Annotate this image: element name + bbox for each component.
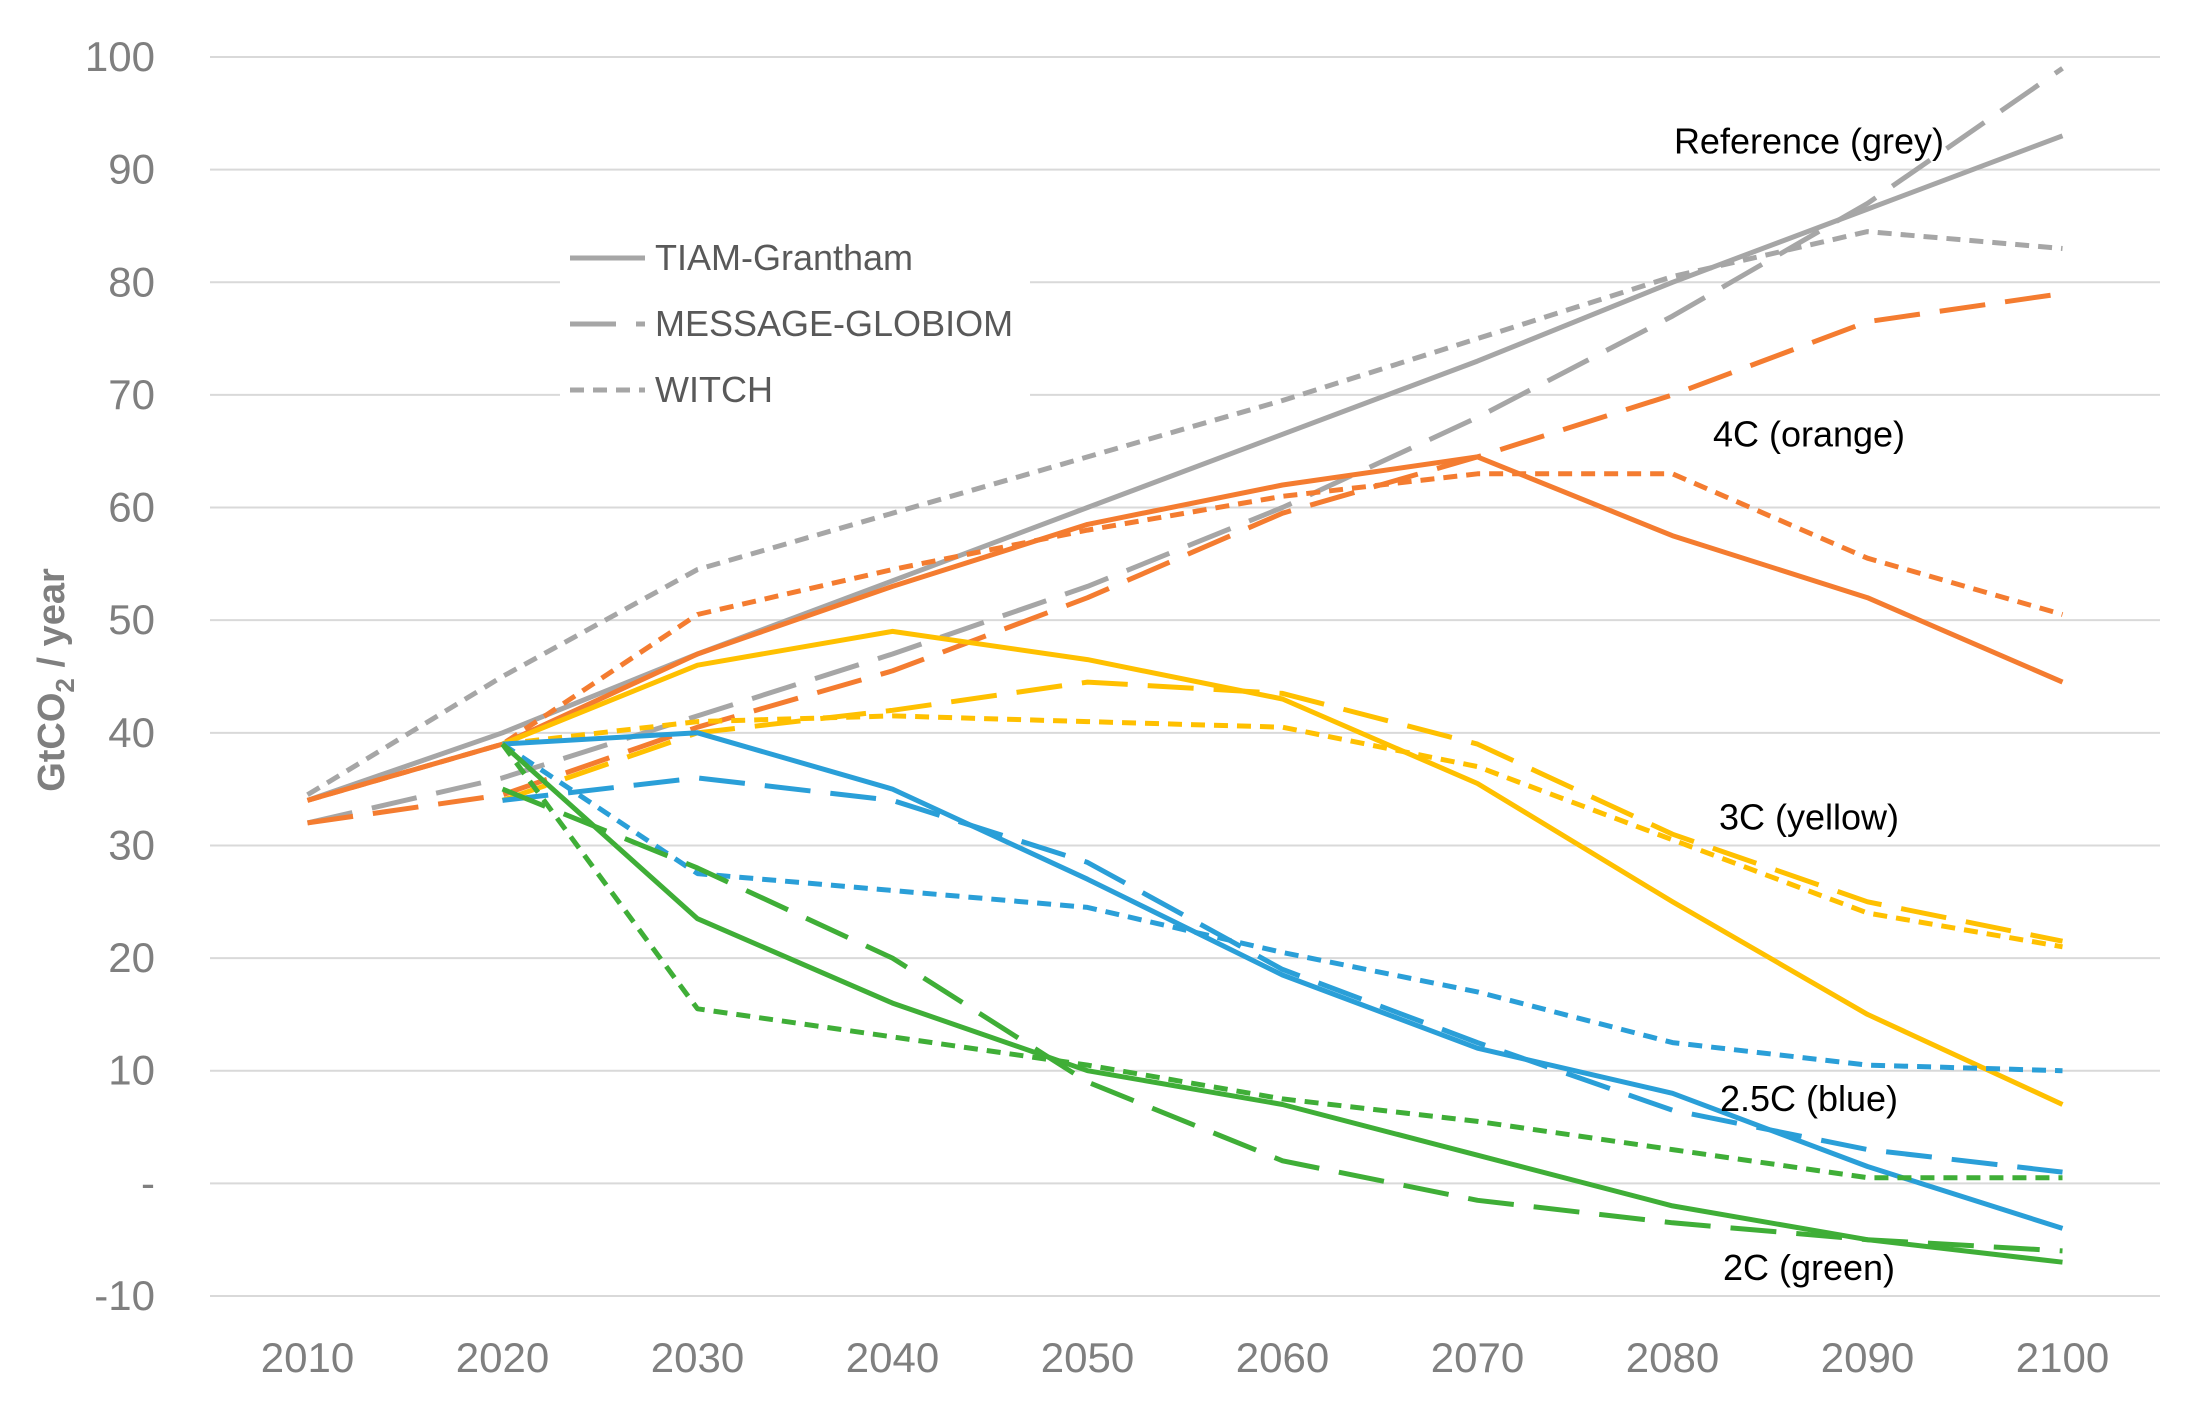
x-tick-label: 2030 [651, 1334, 744, 1381]
scenario-annotation: 4C (orange) [1713, 413, 1905, 454]
y-tick-label: - [141, 1159, 155, 1206]
y-tick-label: 30 [108, 821, 155, 868]
y-axis-label: GtCO2 / year [31, 568, 80, 792]
series-line-reference-witch [306, 229, 2063, 797]
series-line-2-5c-tiam-grantham [502, 730, 2064, 1231]
x-tick-label: 2010 [261, 1334, 354, 1381]
scenario-annotation: Reference (grey) [1674, 120, 1944, 161]
y-tick-label: 20 [108, 934, 155, 981]
y-tick-label: 80 [108, 258, 155, 305]
series-line-4c-witch [306, 471, 2064, 803]
series-line-3c-message-globiom [501, 679, 2063, 944]
x-tick-label: 2020 [456, 1334, 549, 1381]
y-tick-label: 100 [85, 33, 155, 80]
series-line-3c-tiam-grantham [501, 628, 2064, 1107]
series-line-2-5c-message-globiom [502, 775, 2063, 1175]
y-tick-label: 70 [108, 371, 155, 418]
y-axis-label-suffix: / year [31, 568, 73, 678]
legend-label: TIAM-Grantham [655, 237, 913, 278]
legend: TIAM-Grantham MESSAGE-GLOBIOM WITCH [560, 228, 1030, 433]
y-tick-label: -10 [94, 1272, 155, 1319]
scenario-annotation: 3C (yellow) [1719, 796, 1899, 837]
x-axis-ticks: 2010 2020 2030 2040 2050 2060 2070 2080 2090 2100 [261, 1334, 2109, 1381]
series-line-reference-message-globiom [306, 66, 2064, 826]
series-line-2c-message-globiom [501, 786, 2063, 1254]
series-line-2-5c-witch [501, 742, 2063, 1074]
legend-background [560, 228, 1030, 433]
x-tick-label: 2090 [1821, 1334, 1914, 1381]
y-tick-label: 50 [108, 596, 155, 643]
scenario-annotation: 2.5C (blue) [1720, 1078, 1898, 1119]
x-tick-label: 2040 [846, 1334, 939, 1381]
scenario-annotation: 2C (green) [1723, 1247, 1895, 1288]
series-line-3c-witch [502, 713, 2063, 950]
y-tick-label: 40 [108, 709, 155, 756]
y-tick-label: 90 [108, 146, 155, 193]
legend-label: MESSAGE-GLOBIOM [655, 303, 1013, 344]
y-tick-label: 60 [108, 484, 155, 531]
series-line-2c-witch [500, 742, 2063, 1181]
y-tick-label: 10 [108, 1047, 155, 1094]
x-tick-label: 2080 [1626, 1334, 1719, 1381]
x-tick-label: 2100 [2016, 1334, 2109, 1381]
series-line-4c-tiam-grantham [306, 454, 2064, 803]
x-tick-label: 2050 [1041, 1334, 1134, 1381]
x-tick-label: 2070 [1431, 1334, 1524, 1381]
series-line-2c-tiam-grantham [500, 742, 2063, 1265]
series-line-4c-message-globiom [307, 291, 2063, 826]
legend-label: WITCH [655, 369, 773, 410]
y-axis-label-subscript: 2 [50, 678, 80, 692]
annotations: Reference (grey) 4C (orange) 3C (yellow) 2.… [1674, 120, 1944, 1287]
series-line-reference-tiam-grantham [306, 133, 2064, 803]
series-lines [306, 66, 2064, 1265]
x-tick-label: 2060 [1236, 1334, 1329, 1381]
